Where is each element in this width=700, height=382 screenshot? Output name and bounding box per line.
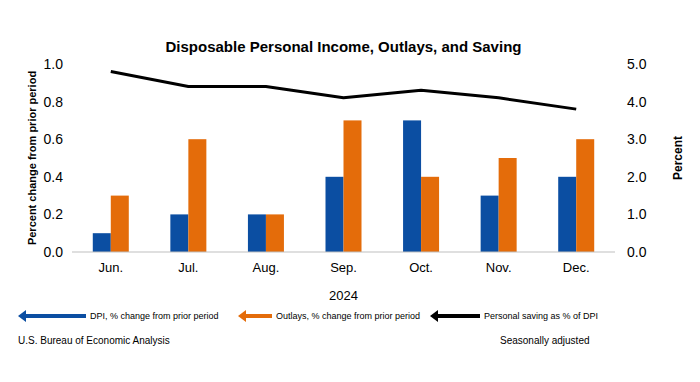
y2-tick — [615, 176, 618, 177]
legend-label: Personal saving as % of DPI — [484, 311, 598, 321]
y-tick-label: 0.0 — [44, 244, 64, 260]
x-axis-label: 2024 — [329, 288, 358, 303]
y-tick — [69, 176, 72, 177]
bar — [111, 196, 129, 252]
x-tick-label: Sep. — [330, 260, 357, 275]
y-tick-label: 0.4 — [44, 169, 64, 185]
bar — [421, 177, 439, 252]
bar — [248, 214, 266, 252]
bar — [403, 120, 421, 252]
bar — [558, 177, 576, 252]
y2-tick-label: 1.0 — [627, 206, 647, 222]
legend-swatch — [238, 310, 272, 322]
bar — [576, 139, 594, 252]
x-tick-label: Jul. — [178, 260, 198, 275]
y2-tick — [615, 101, 618, 102]
bar — [344, 120, 362, 252]
y-axis-label: Percent change from prior period — [26, 71, 38, 245]
annotation: U.S. Bureau of Economic Analysis — [18, 335, 170, 346]
legend-label: DPI, % change from prior period — [90, 311, 219, 321]
y-tick — [69, 214, 72, 215]
x-axis — [72, 252, 615, 253]
bar — [188, 139, 206, 252]
bar — [326, 177, 344, 252]
bar — [499, 158, 517, 252]
legend-swatch — [18, 310, 86, 322]
x-tick-label: Aug. — [253, 260, 280, 275]
bar — [481, 196, 499, 252]
bar — [266, 214, 284, 252]
x-tick-label: Jun. — [98, 260, 123, 275]
y2-tick — [615, 214, 618, 215]
x-tick-label: Dec. — [563, 260, 590, 275]
chart: Disposable Personal Income, Outlays, and… — [0, 0, 700, 382]
y2-tick-label: 4.0 — [627, 94, 647, 110]
y2-tick-label: 5.0 — [627, 56, 647, 72]
y-tick-label: 0.2 — [44, 206, 64, 222]
y-tick — [69, 252, 72, 253]
y-tick-label: 0.8 — [44, 94, 64, 110]
x-tick-label: Nov. — [486, 260, 512, 275]
y2-tick-label: 0.0 — [627, 244, 647, 260]
y-tick — [69, 64, 72, 65]
x-tick-label: Oct. — [409, 260, 433, 275]
y-tick — [69, 139, 72, 140]
legend-swatch — [430, 310, 480, 322]
line — [111, 72, 576, 110]
title: Disposable Personal Income, Outlays, and… — [166, 38, 522, 55]
annotation: Seasonally adjusted — [500, 335, 590, 346]
bar — [170, 214, 188, 252]
y-tick-label: 0.6 — [44, 131, 64, 147]
legend-label: Outlays, % change from prior period — [276, 311, 420, 321]
background — [0, 0, 700, 382]
marks — [93, 72, 594, 252]
y-tick-label: 1.0 — [44, 56, 64, 72]
y2-tick — [615, 139, 618, 140]
y2-tick — [615, 64, 618, 65]
y2-tick-label: 2.0 — [627, 169, 647, 185]
y-tick — [69, 101, 72, 102]
bar — [93, 233, 111, 252]
y2-tick — [615, 252, 618, 253]
y2-tick-label: 3.0 — [627, 131, 647, 147]
y2-axis-label: Percent — [671, 136, 685, 180]
